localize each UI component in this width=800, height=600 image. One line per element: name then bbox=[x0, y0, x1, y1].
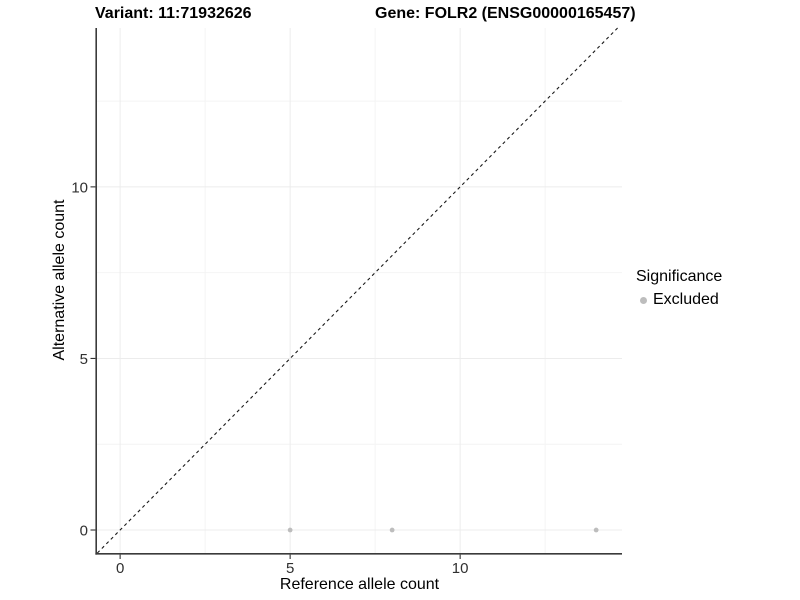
legend-title: Significance bbox=[636, 268, 723, 285]
y-axis-title: Alternative allele count bbox=[51, 199, 68, 361]
y-tick-label: 0 bbox=[80, 523, 88, 540]
data-point bbox=[593, 527, 599, 533]
data-point bbox=[389, 527, 395, 533]
point-swatch-icon bbox=[640, 296, 647, 304]
x-tick-label: 5 bbox=[286, 560, 294, 577]
y-tick-label: 10 bbox=[71, 179, 88, 196]
legend: Significance Excluded bbox=[636, 268, 722, 309]
x-tick-label: 10 bbox=[452, 560, 469, 577]
y-tick-label: 5 bbox=[80, 351, 88, 368]
legend-item-label: Excluded bbox=[653, 291, 719, 308]
gene-title: Gene: FOLR2 (ENSG00000165457) bbox=[375, 5, 636, 22]
x-axis-title: Reference allele count bbox=[279, 576, 440, 593]
identity-line bbox=[96, 27, 618, 554]
x-tick-label: 0 bbox=[116, 560, 124, 577]
data-point bbox=[287, 527, 293, 533]
variant-title: Variant: 11:71932626 bbox=[95, 5, 252, 22]
legend-item-excluded: Excluded bbox=[636, 291, 722, 309]
